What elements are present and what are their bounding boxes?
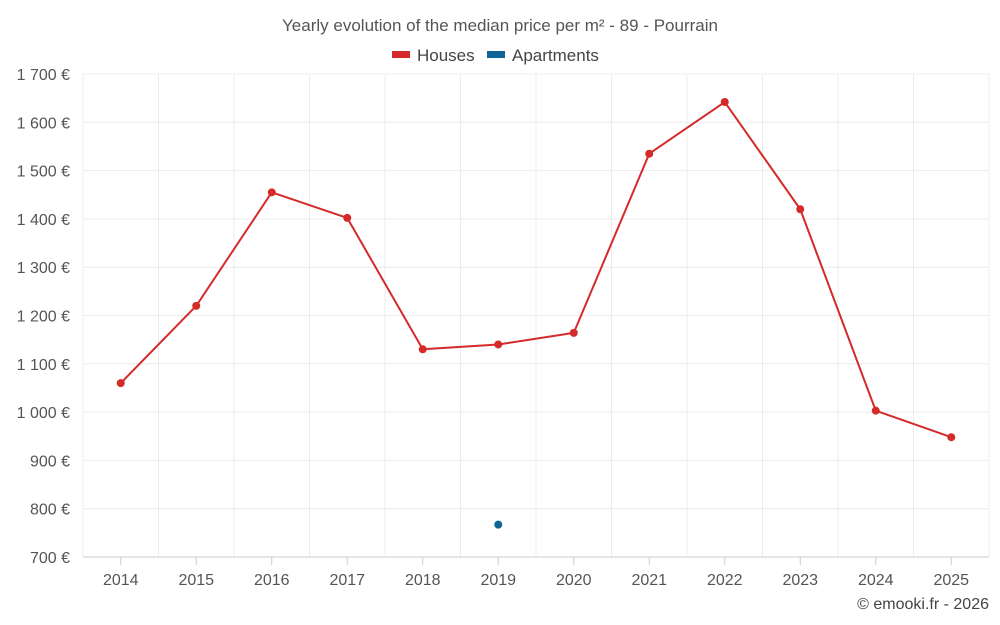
data-point-houses[interactable] [796, 205, 805, 214]
data-point-houses[interactable] [569, 328, 578, 337]
x-tick-label: 2024 [858, 572, 894, 589]
y-tick-label: 1 700 € [17, 67, 70, 84]
x-tick-label: 2015 [178, 572, 214, 589]
y-tick-label: 1 400 € [17, 212, 70, 229]
series-line-houses [120, 101, 952, 439]
x-tick-label: 2018 [405, 572, 441, 589]
legend-swatch-apartments [487, 51, 505, 58]
data-point-houses[interactable] [645, 149, 654, 158]
y-tick-label: 1 000 € [17, 405, 70, 422]
x-tick-label: 2022 [707, 572, 743, 589]
data-point-houses[interactable] [494, 340, 503, 349]
y-tick-label: 900 € [30, 453, 70, 470]
data-point-houses[interactable] [720, 98, 729, 107]
data-point-houses[interactable] [116, 379, 125, 388]
credit-text: © emooki.fr - 2026 [857, 596, 989, 613]
grid-lines [82, 73, 990, 557]
data-point-apartments[interactable] [494, 520, 503, 529]
x-tick-label: 2021 [631, 572, 667, 589]
y-tick-label: 800 € [30, 502, 70, 519]
data-point-houses[interactable] [267, 188, 276, 197]
x-tick-label: 2014 [103, 572, 139, 589]
data-point-houses[interactable] [418, 345, 427, 354]
x-tick-label: 2019 [480, 572, 516, 589]
x-tick-label: 2017 [329, 572, 365, 589]
legend-label-houses[interactable]: Houses [417, 46, 475, 65]
data-point-houses[interactable] [343, 213, 352, 222]
legend-swatch-houses [392, 51, 410, 58]
y-tick-label: 700 € [30, 550, 70, 567]
x-tick-label: 2020 [556, 572, 592, 589]
x-tick-label: 2025 [933, 572, 969, 589]
data-point-houses[interactable] [192, 301, 201, 310]
y-tick-label: 1 500 € [17, 164, 70, 181]
y-tick-label: 1 600 € [17, 115, 70, 132]
x-tick-label: 2016 [254, 572, 290, 589]
y-tick-label: 1 200 € [17, 309, 70, 326]
legend: Houses Apartments [392, 46, 599, 65]
data-point-houses[interactable] [947, 433, 956, 442]
y-tick-label: 1 300 € [17, 260, 70, 277]
chart-title: Yearly evolution of the median price per… [282, 16, 718, 35]
series [116, 98, 956, 529]
legend-label-apartments[interactable]: Apartments [512, 46, 599, 65]
y-tick-label: 1 100 € [17, 357, 70, 374]
x-tick-label: 2023 [782, 572, 818, 589]
data-point-houses[interactable] [871, 406, 880, 415]
axes: 700 € 800 € 900 € 1 000 € 1 100 € 1 200 € 1 30… [17, 67, 989, 589]
